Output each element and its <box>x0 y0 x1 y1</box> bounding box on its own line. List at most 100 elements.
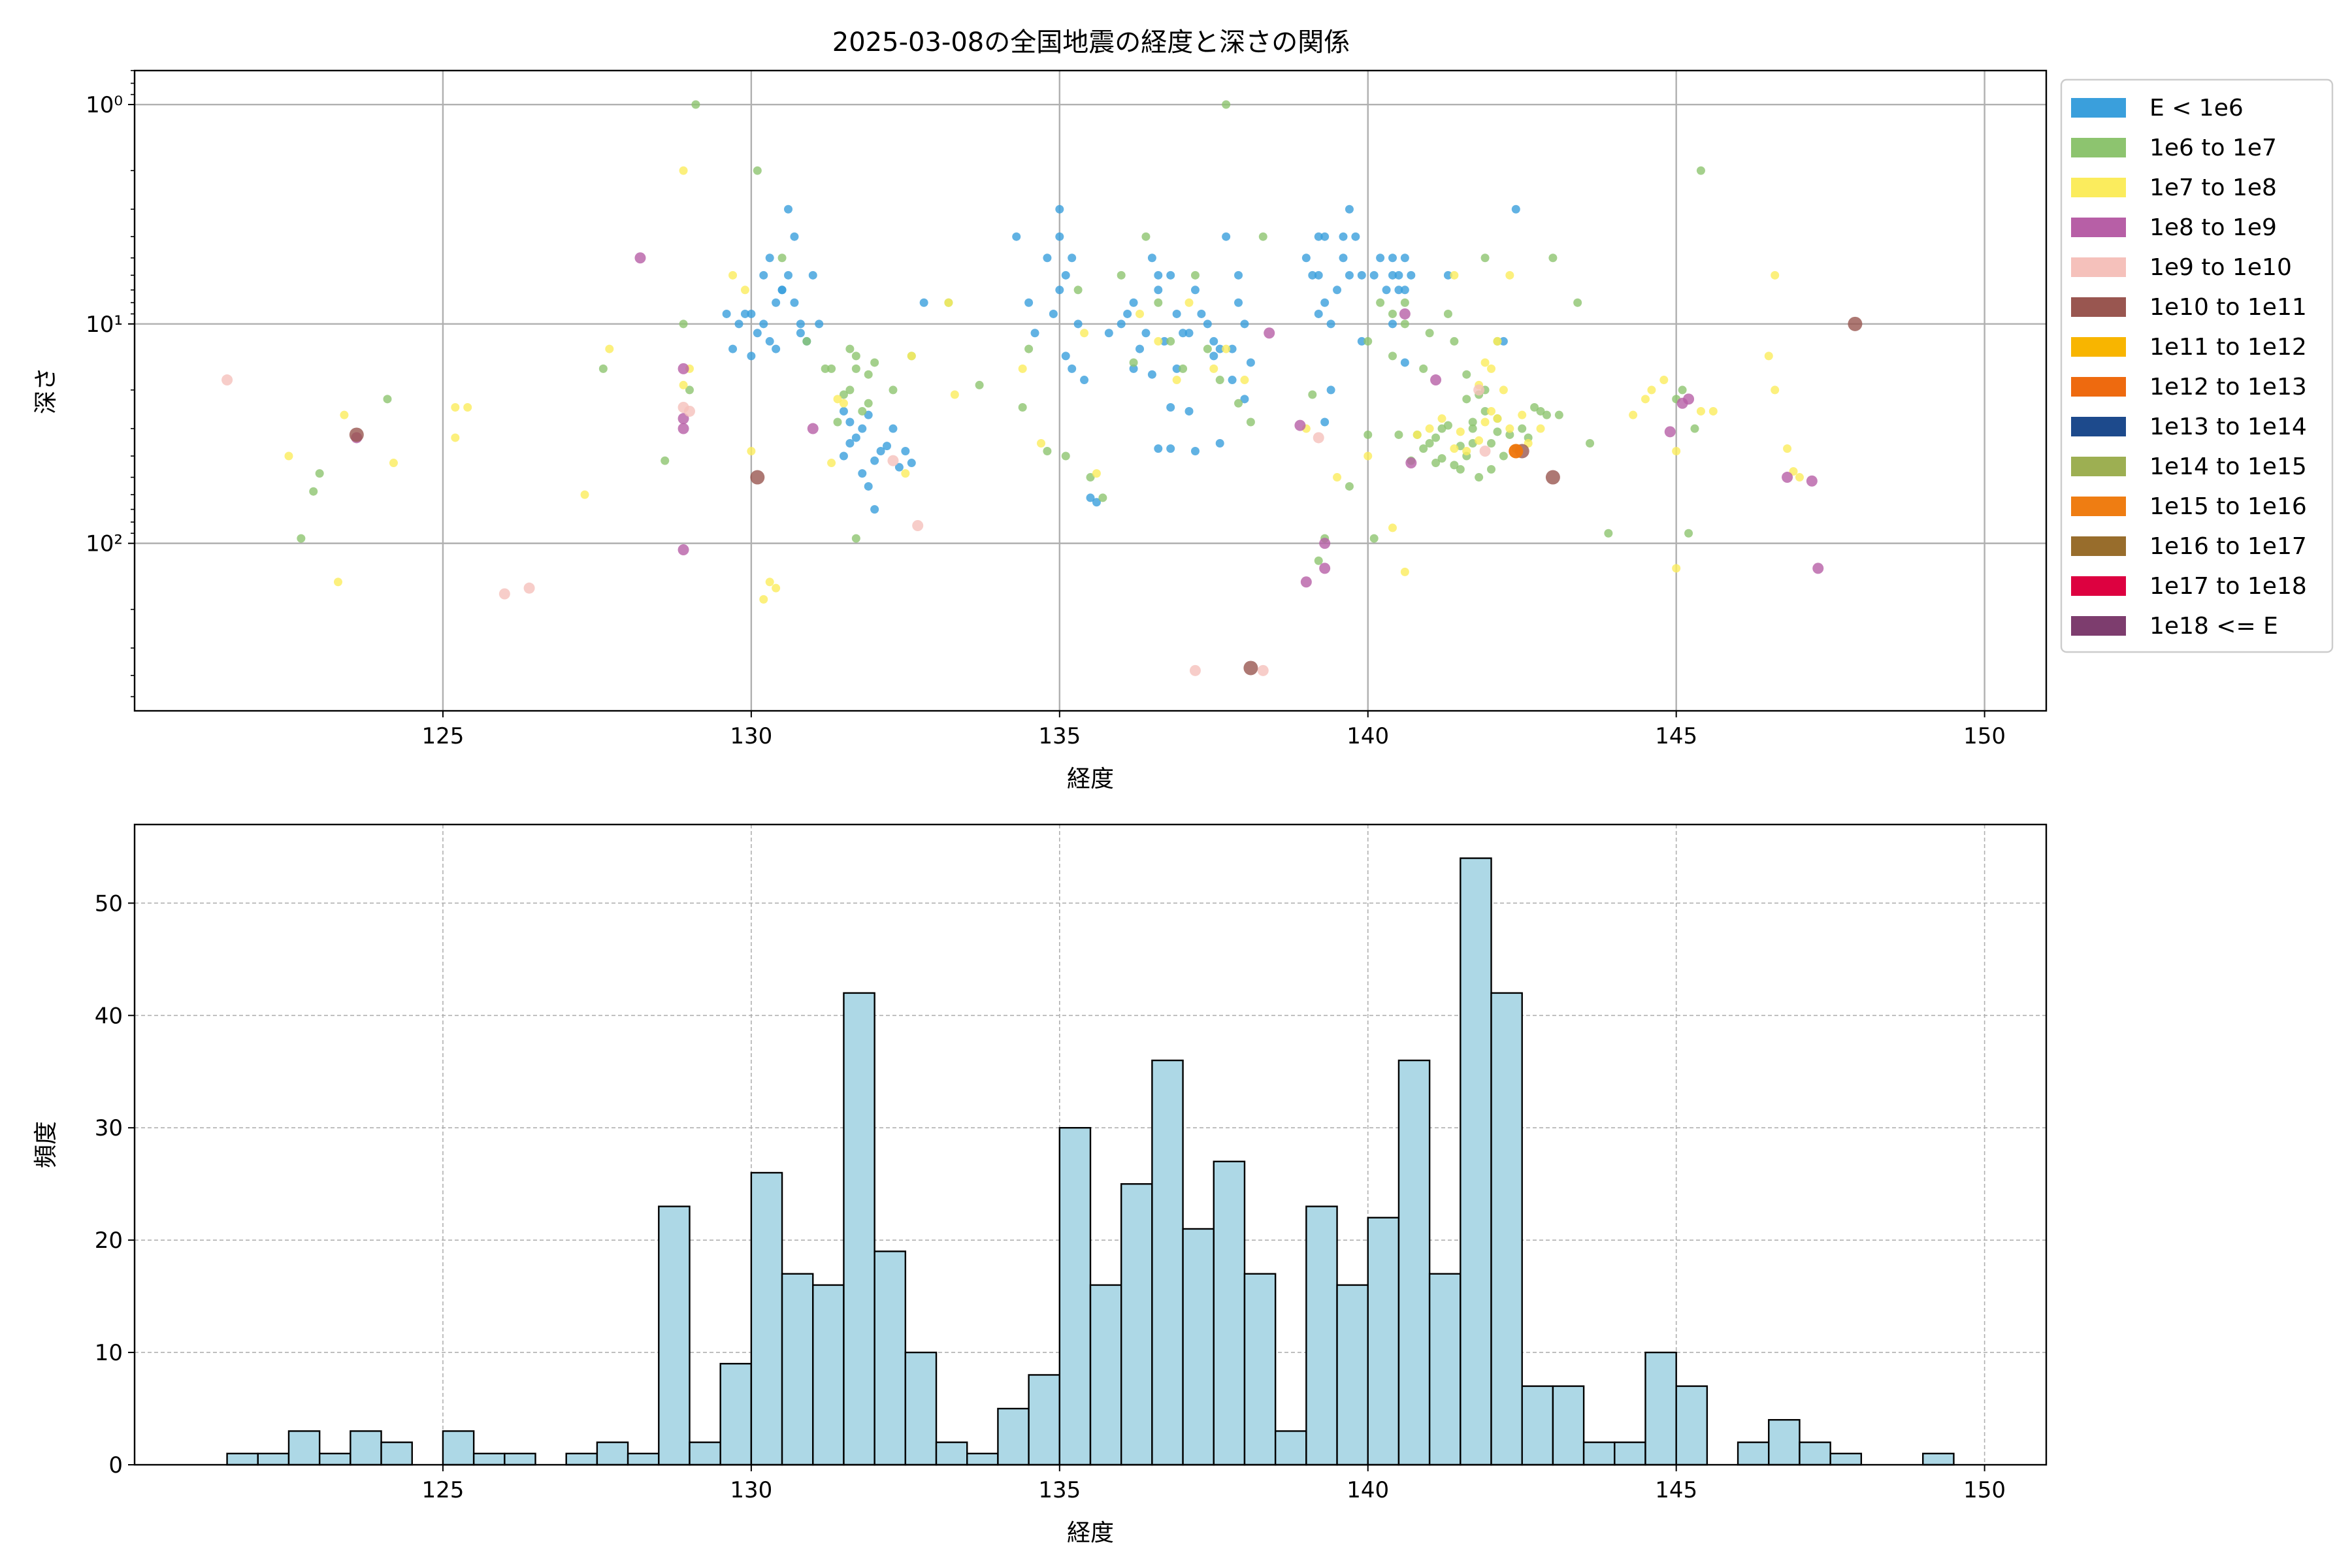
scatter-point <box>1462 395 1471 404</box>
scatter-point <box>1246 358 1255 367</box>
histogram-bar <box>812 1284 845 1466</box>
scatter-point <box>1450 444 1459 453</box>
scatter-point <box>1382 286 1391 295</box>
scatter-point <box>1339 232 1348 241</box>
histogram-bar <box>1799 1441 1831 1466</box>
scatter-point <box>796 329 805 338</box>
scatter-point <box>883 442 892 451</box>
scatter-point <box>1189 664 1201 676</box>
histogram-bar <box>1460 857 1492 1466</box>
histogram-bar <box>1490 992 1523 1466</box>
scatter-point <box>1154 298 1163 307</box>
histogram-bar <box>442 1430 475 1466</box>
scatter-point <box>451 433 460 442</box>
scatter-point <box>1319 563 1331 574</box>
scatter-point <box>1351 232 1360 241</box>
scatter-point <box>1425 329 1434 338</box>
scatter-point <box>1257 664 1269 676</box>
scatter-point <box>1135 344 1145 353</box>
scatter-point <box>1468 417 1477 427</box>
scatter-point <box>907 459 916 468</box>
scatter-point <box>1203 344 1212 353</box>
histogram-y-tick-label: 0 <box>108 1452 123 1478</box>
histogram-bar <box>874 1250 907 1466</box>
scatter-point <box>1480 406 1490 416</box>
scatter-point <box>1400 567 1409 576</box>
scatter-point <box>1848 316 1863 331</box>
scatter-point <box>598 364 608 373</box>
histogram-bar <box>1675 1385 1708 1466</box>
scatter-point <box>679 166 688 175</box>
scatter-point <box>1708 406 1718 416</box>
scatter-point <box>740 309 749 318</box>
scatter-point <box>297 534 306 543</box>
scatter-point <box>1357 270 1366 280</box>
scatter-point <box>333 578 342 587</box>
scatter-point <box>679 319 688 329</box>
scatter-point <box>1505 270 1514 280</box>
scatter-point <box>1388 523 1397 532</box>
scatter-point <box>845 417 855 427</box>
scatter-point <box>1129 364 1138 373</box>
scatter-point <box>1209 364 1218 373</box>
scatter-point <box>1530 403 1539 412</box>
scatter-x-tick-label: 135 <box>1038 723 1081 749</box>
scatter-point <box>1294 419 1306 431</box>
scatter-point <box>827 459 836 468</box>
scatter-point <box>1812 563 1824 574</box>
histogram-bar <box>1521 1385 1554 1466</box>
scatter-point <box>1326 385 1335 395</box>
scatter-point <box>1197 309 1206 318</box>
scatter-point <box>1419 364 1428 373</box>
histogram-bar <box>472 1452 506 1466</box>
scatter-point <box>678 544 689 556</box>
scatter-point <box>1080 376 1089 385</box>
legend-swatch <box>2071 457 2126 476</box>
histogram-bar <box>1397 1059 1431 1466</box>
histogram-y-ticks: 0 10 20 30 40 50 <box>95 890 135 1478</box>
scatter-point <box>309 487 318 496</box>
scatter-point <box>1222 100 1231 109</box>
histogram-x-tick-label: 145 <box>1655 1477 1697 1503</box>
scatter-point <box>1264 327 1275 339</box>
histogram-bar <box>1644 1351 1677 1466</box>
scatter-grid <box>135 71 2046 711</box>
scatter-point <box>1487 406 1496 416</box>
legend-label: E < 1e6 <box>2149 95 2244 122</box>
scatter-point <box>1480 417 1490 427</box>
legend-label: 1e18 <= E <box>2149 613 2278 640</box>
scatter-point <box>827 364 836 373</box>
scatter-point <box>1234 399 1243 408</box>
scatter-point <box>1499 336 1508 346</box>
scatter-point <box>870 505 879 514</box>
legend-label: 1e16 to 1e17 <box>2149 533 2307 560</box>
histogram-bar <box>1428 1273 1462 1466</box>
scatter-point <box>683 405 695 417</box>
scatter-point <box>1425 424 1434 433</box>
histogram-bar <box>226 1452 259 1466</box>
scatter-point <box>907 351 916 361</box>
scatter-point <box>1209 336 1218 346</box>
scatter-point <box>1499 385 1508 395</box>
histogram-chart: 125 130 135 140 145 150 0 10 20 30 40 50 経度 頻度 <box>33 823 2048 1546</box>
scatter-point <box>753 329 762 338</box>
scatter-point <box>1314 309 1323 318</box>
scatter-point <box>315 469 324 478</box>
scatter-point <box>1357 336 1366 346</box>
scatter-point <box>1450 336 1459 346</box>
scatter-point <box>1018 364 1027 373</box>
legend-swatch <box>2071 138 2126 157</box>
scatter-point <box>498 588 510 600</box>
scatter-point <box>765 578 774 587</box>
scatter-point <box>1536 406 1545 416</box>
scatter-point <box>851 534 860 543</box>
scatter-point <box>1456 427 1465 436</box>
scatter-point <box>833 395 842 404</box>
scatter-point <box>1462 447 1471 456</box>
scatter-point <box>1487 364 1496 373</box>
scatter-point <box>284 451 293 461</box>
scatter-point <box>1314 232 1323 241</box>
legend-swatch <box>2071 218 2126 237</box>
legend-label: 1e13 to 1e14 <box>2149 414 2307 440</box>
histogram-bar <box>997 1407 1030 1466</box>
